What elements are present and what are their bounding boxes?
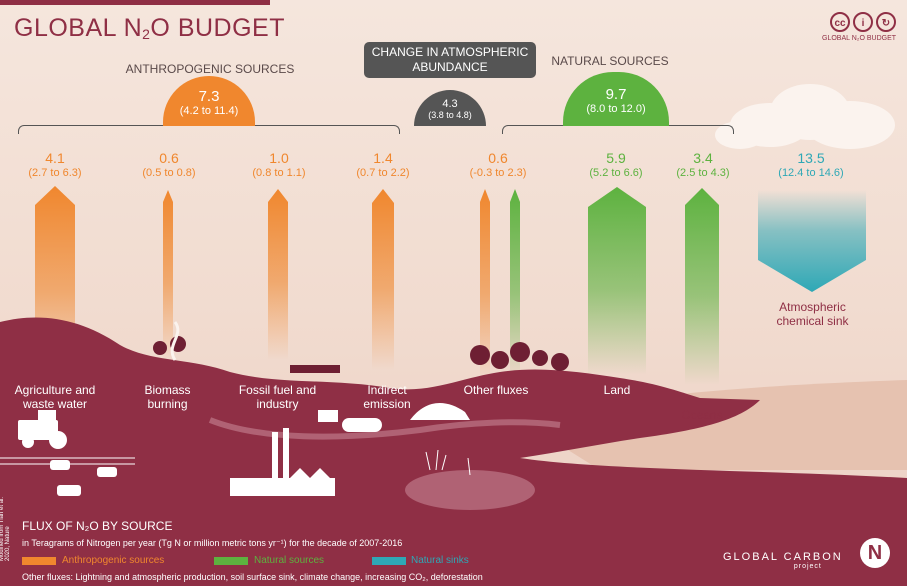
top-accent-bar <box>0 0 270 5</box>
mound <box>410 402 470 420</box>
legend-swatch-sink <box>372 557 406 565</box>
flux-other-value: 0.6 <box>488 150 508 166</box>
change-total-value: 4.3 <box>442 98 458 110</box>
factory-icon <box>230 428 335 496</box>
flux-oceans-value: 3.4 <box>693 150 713 166</box>
flux-biomass-range: (0.5 to 0.8) <box>142 167 196 179</box>
land-mass <box>0 317 907 586</box>
flux-agriculture-value-block: 4.1 (2.7 to 6.3) <box>15 150 95 180</box>
footer-units: in Teragrams of Nitrogen per year (Tg N … <box>22 538 403 548</box>
anthropogenic-total-range: (4.2 to 11.4) <box>179 105 239 117</box>
flux-agriculture-value: 4.1 <box>45 150 65 166</box>
label-biomass: Biomass burning <box>144 383 191 411</box>
title-main: GLOBAL N <box>14 14 143 42</box>
flux-oceans-value-block: 3.4 (2.5 to 4.3) <box>663 150 743 180</box>
flux-agriculture-range: (2.7 to 6.3) <box>28 167 82 179</box>
anthropogenic-heading: ANTHROPOGENIC SOURCES <box>125 62 295 76</box>
reeds <box>425 449 471 476</box>
river <box>208 417 561 440</box>
arrow-biomass <box>163 190 173 360</box>
footer-heading: FLUX OF N₂O BY SOURCE <box>22 519 173 533</box>
label-agriculture: Agriculture and waste water <box>14 383 96 411</box>
flux-biomass-value-block: 0.6 (0.5 to 0.8) <box>129 150 209 180</box>
flux-oceans-range: (2.5 to 4.3) <box>676 167 730 179</box>
title-subscript: 2 <box>142 26 151 42</box>
label-other: Other fluxes <box>463 383 529 397</box>
legend-sink: Natural sinks <box>411 555 469 566</box>
smoke <box>170 321 180 361</box>
license-caption: GLOBAL N₂O BUDGET <box>822 35 897 42</box>
flux-fossil-value-block: 1.0 (0.8 to 1.1) <box>239 150 319 180</box>
page-title: GLOBAL N2O BUDGET <box>14 14 285 43</box>
flux-indirect-range: (0.7 to 2.2) <box>356 167 410 179</box>
flux-land-range: (5.2 to 6.6) <box>589 167 643 179</box>
change-callout: CHANGE IN ATMOSPHERIC ABUNDANCE <box>364 42 536 78</box>
flux-other-value-block: 0.6 (-0.3 to 2.3) <box>458 150 538 180</box>
n-logo-icon: N <box>860 538 890 568</box>
change-total-range: (3.8 to 4.8) <box>428 110 472 120</box>
flux-indirect-value: 1.4 <box>373 150 393 166</box>
treatment-plant-icon <box>318 410 382 432</box>
flux-biomass-value: 0.6 <box>159 150 179 166</box>
share-icon: ↻ <box>876 12 896 32</box>
flux-sink-value: 13.5 <box>797 150 825 166</box>
arrow-fossil <box>268 189 288 360</box>
arrow-indirect <box>372 189 394 370</box>
cow-icons <box>50 460 117 496</box>
arrow-land <box>588 187 646 375</box>
title-end: O BUDGET <box>150 14 285 42</box>
flux-fossil-range: (0.8 to 1.1) <box>252 167 306 179</box>
legend-natural: Natural sources <box>254 555 325 566</box>
tractor-icon <box>18 410 67 449</box>
brand-sub: project <box>793 563 822 570</box>
by-icon: i <box>853 12 873 32</box>
flux-other-range: (-0.3 to 2.3) <box>469 167 527 179</box>
flux-land-value-block: 5.9 (5.2 to 6.6) <box>576 150 656 180</box>
brand-name: GLOBAL CARBON <box>723 551 843 563</box>
natural-total-range: (8.0 to 12.0) <box>586 103 646 115</box>
natural-total-value: 9.7 <box>605 86 627 103</box>
legend-swatch-anthropogenic <box>22 557 56 565</box>
anthropogenic-total-value: 7.3 <box>198 88 220 105</box>
source-credit: Modified from Tian et al. 2020, Nature <box>0 496 11 561</box>
flux-fossil-value: 1.0 <box>269 150 289 166</box>
arrow-sink <box>758 190 866 292</box>
cc-icon: cc <box>830 12 850 32</box>
label-oceans: Oceans <box>681 408 723 422</box>
label-land: Land <box>603 383 631 397</box>
lake <box>405 470 535 510</box>
global-carbon-project-logo: GLOBAL CARBON project <box>723 551 843 570</box>
label-indirect: Indirect emission <box>363 383 411 411</box>
tree-silhouettes <box>153 336 569 373</box>
label-fossil: Fossil fuel and industry <box>238 383 317 411</box>
arrow-other-natural <box>510 189 520 380</box>
flux-sink-range: (12.4 to 14.6) <box>778 167 844 179</box>
label-atmospheric-sink: Atmospheric chemical sink <box>776 300 849 328</box>
natural-heading: NATURAL SOURCES <box>551 54 669 68</box>
footer-other-fluxes: Other fluxes: Lightning and atmospheric … <box>22 572 483 582</box>
arrow-other-anthro <box>480 189 490 380</box>
arrow-oceans <box>685 188 719 385</box>
flux-indirect-value-block: 1.4 (0.7 to 2.2) <box>343 150 423 180</box>
cloud-illustration <box>715 84 895 149</box>
legend-swatch-natural <box>214 557 248 565</box>
legend-anthropogenic: Anthropogenic sources <box>62 555 165 566</box>
fence <box>0 457 135 465</box>
flux-land-value: 5.9 <box>606 150 626 166</box>
flux-sink-value-block: 13.5 (12.4 to 14.6) <box>766 150 856 180</box>
